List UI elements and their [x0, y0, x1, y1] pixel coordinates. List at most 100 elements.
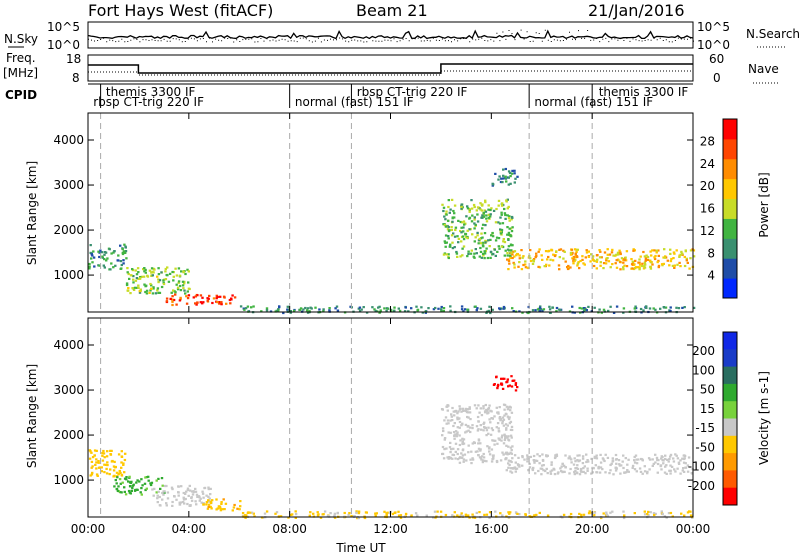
data-cell — [579, 470, 583, 473]
data-cell — [501, 387, 505, 390]
data-cell — [471, 442, 474, 445]
data-cell — [468, 406, 471, 409]
data-cell — [131, 287, 134, 290]
data-cell — [184, 272, 187, 276]
data-cell — [458, 461, 462, 464]
data-cell — [466, 205, 469, 208]
data-cell — [630, 258, 633, 261]
data-cell — [508, 215, 511, 218]
data-cell — [510, 251, 513, 254]
data-cell — [508, 233, 511, 236]
data-cell — [498, 416, 502, 419]
data-cell — [564, 260, 567, 263]
y-tick-label: 4000 — [53, 338, 84, 352]
data-cell — [505, 444, 508, 447]
data-cell — [590, 253, 593, 256]
data-cell — [321, 513, 324, 516]
data-cell — [383, 307, 386, 310]
data-cell — [508, 422, 512, 425]
data-cell — [451, 220, 454, 223]
data-cell — [679, 459, 682, 462]
data-cell — [490, 207, 493, 210]
data-cell — [521, 311, 524, 314]
data-cell — [635, 470, 638, 473]
data-cell — [576, 454, 579, 457]
data-cell — [647, 510, 650, 513]
data-cell — [489, 215, 492, 218]
data-cell — [494, 239, 498, 242]
data-cell — [500, 439, 503, 442]
data-cell — [138, 480, 141, 483]
data-cell — [452, 209, 455, 213]
data-cell — [473, 516, 477, 519]
data-cell — [606, 257, 609, 260]
data-cell — [476, 231, 479, 234]
data-cell — [557, 264, 561, 267]
data-cell — [147, 475, 150, 478]
data-cell — [599, 453, 602, 456]
data-cell — [105, 472, 109, 475]
data-cell — [506, 258, 509, 261]
data-cell — [643, 470, 647, 473]
data-cell — [304, 306, 307, 310]
data-cell — [508, 512, 511, 515]
data-cell — [461, 437, 464, 440]
data-cell — [484, 199, 487, 202]
data-cell — [501, 222, 505, 225]
data-cell — [126, 271, 129, 274]
data-cell — [485, 217, 488, 220]
data-cell — [106, 461, 109, 464]
data-cell — [567, 457, 570, 460]
data-cell — [524, 263, 527, 266]
data-cell — [581, 258, 584, 261]
data-cell — [678, 261, 681, 264]
data-cell — [497, 427, 500, 430]
data-cell — [98, 264, 101, 267]
data-cell — [183, 502, 186, 505]
data-cell — [507, 259, 511, 262]
data-cell — [97, 250, 100, 253]
data-cell — [614, 466, 618, 469]
data-cell — [647, 457, 651, 460]
data-cell — [88, 262, 91, 266]
data-cell — [140, 275, 143, 278]
data-cell — [407, 310, 410, 313]
data-cell — [507, 466, 510, 469]
data-cell — [542, 469, 545, 472]
data-cell — [443, 419, 446, 422]
data-cell — [691, 472, 694, 475]
data-cell — [496, 250, 499, 253]
data-cell — [660, 468, 663, 471]
velocity-ylabel: Slant Range [km] — [25, 364, 39, 468]
data-cell — [229, 302, 232, 305]
data-cell — [424, 311, 427, 314]
data-cell — [622, 268, 625, 271]
data-cell — [160, 271, 163, 274]
data-cell — [536, 308, 540, 311]
data-cell — [207, 488, 210, 491]
data-cell — [511, 253, 514, 256]
data-cell — [675, 249, 678, 252]
data-cell — [649, 250, 652, 253]
data-cell — [112, 469, 116, 472]
data-cell — [475, 511, 478, 514]
data-cell — [468, 228, 471, 231]
data-cell — [587, 250, 590, 253]
data-cell — [242, 307, 245, 310]
data-cell — [648, 307, 652, 310]
data-cell — [477, 239, 481, 242]
data-cell — [474, 236, 477, 239]
noise-left-tick-top: 10^5 — [47, 20, 80, 34]
data-cell — [445, 447, 448, 450]
data-cell — [497, 199, 501, 202]
data-cell — [527, 469, 530, 472]
data-cell — [477, 428, 480, 431]
data-cell — [682, 457, 686, 461]
data-cell — [465, 459, 468, 462]
data-cell — [236, 507, 239, 510]
data-cell — [211, 301, 214, 305]
data-cell — [185, 302, 189, 305]
data-cell — [579, 311, 582, 314]
data-cell — [664, 454, 667, 457]
